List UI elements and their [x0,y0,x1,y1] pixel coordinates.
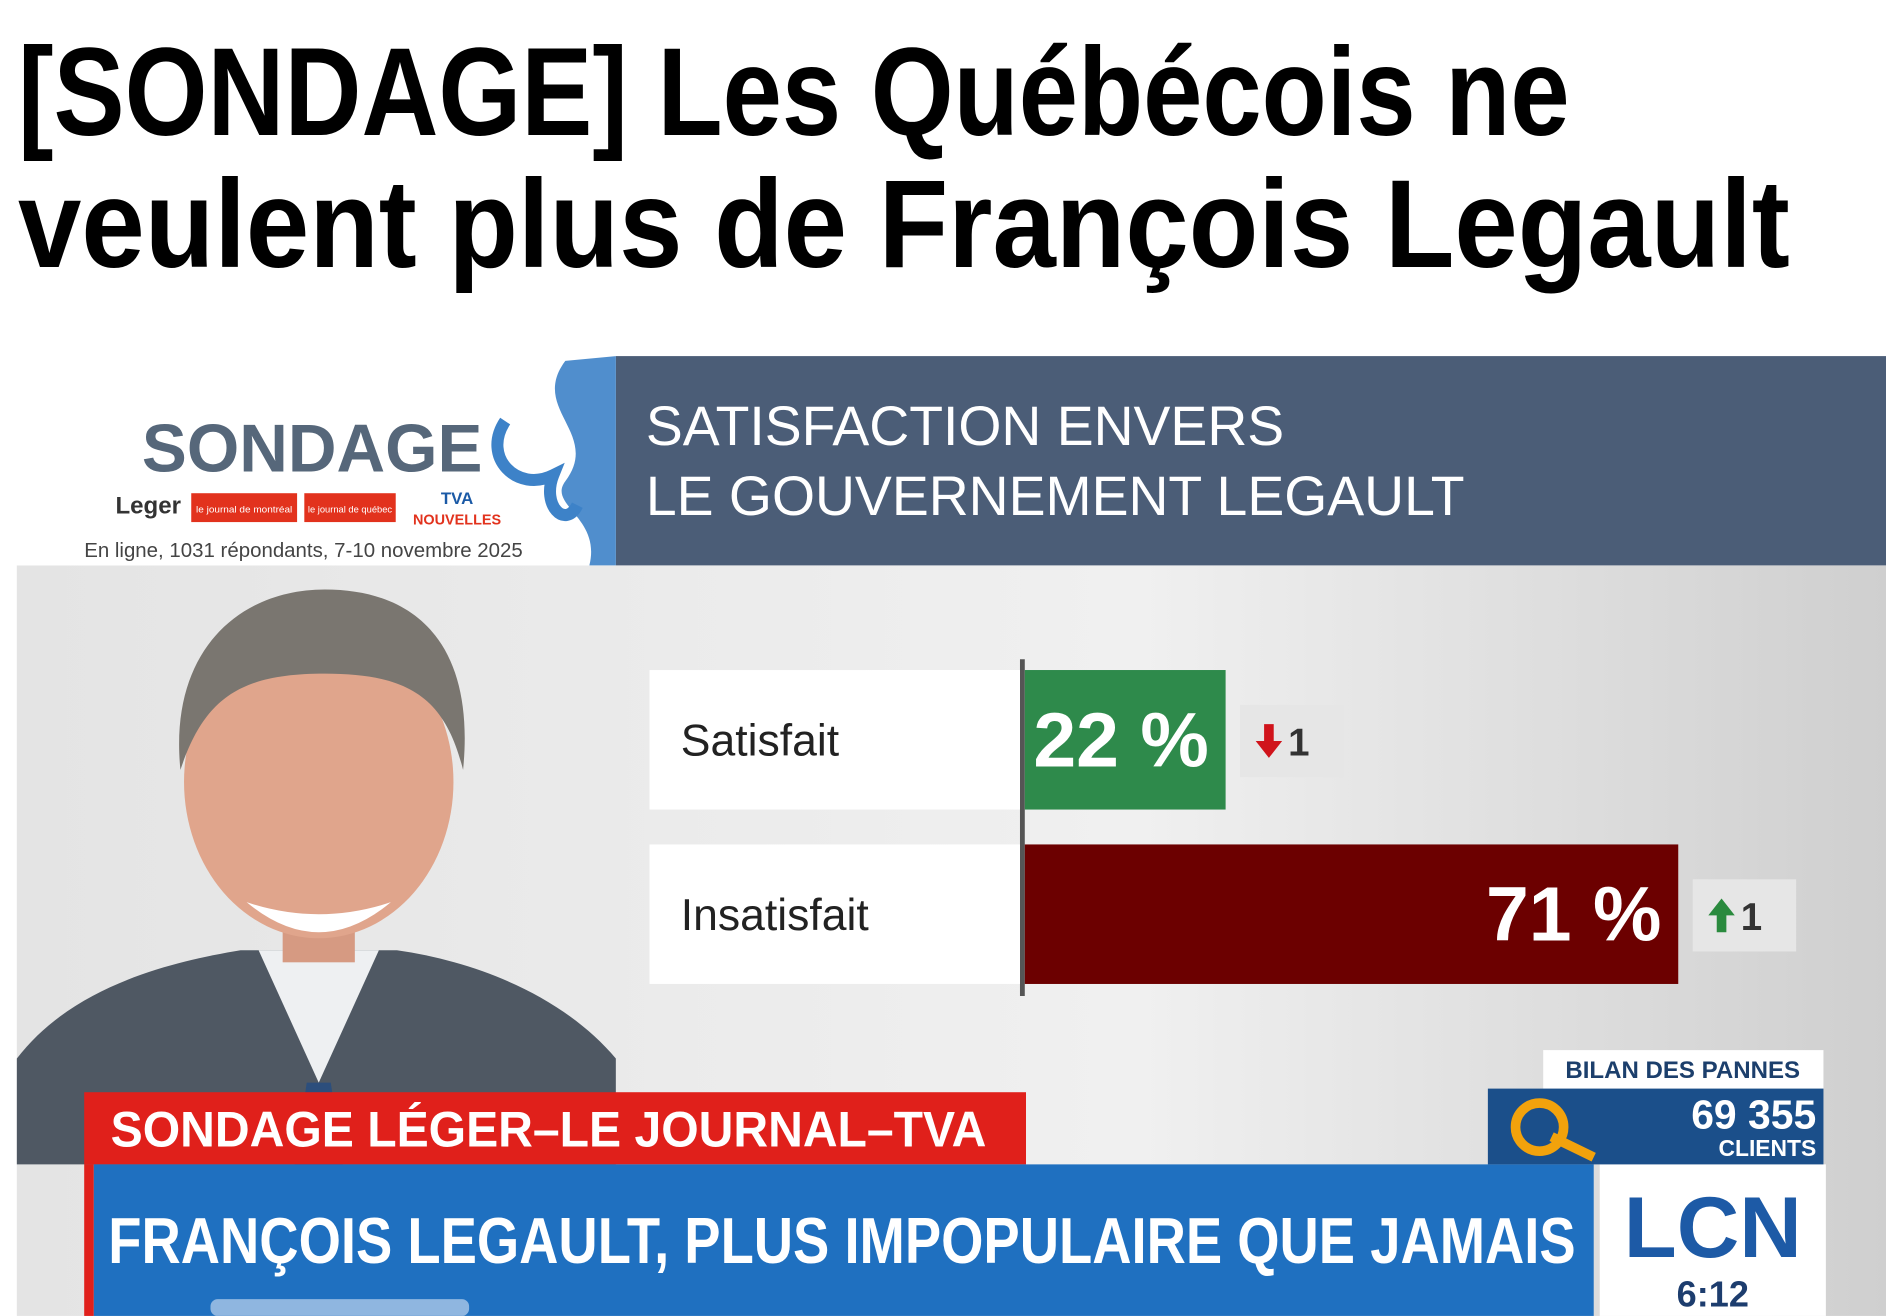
bar [1024,670,1226,810]
value-label: 71 % [1486,872,1661,958]
banner-stripe [84,1164,94,1316]
headline-line: [SONDAGE] Les Québécois ne [18,22,1570,162]
brand: le journal de montréal [196,504,292,515]
chart-title: SATISFACTION ENVERS [646,395,1284,457]
chart-header [615,356,1886,566]
category-label: Insatisfait [681,891,870,940]
brand: TVA [441,489,473,508]
hydro-logo [1510,1098,1569,1156]
chart-title: LE GOUVERNEMENT LEGAULT [646,465,1465,527]
category-box [649,844,1020,984]
category-box [649,670,1020,810]
banner-text: SONDAGE LÉGER–LE JOURNAL–TVA [111,1100,987,1157]
value-label: 22 % [1033,697,1208,783]
headline-bar [93,1164,1594,1316]
button[interactable] [210,1299,470,1316]
poll-note: En ligne, 1031 répondants, 7-10 novembre… [84,539,523,562]
headline-line: veulent plus de François Legault [18,154,1790,294]
fleur-de-lis [554,356,616,566]
clock: 6:12 [1677,1273,1749,1314]
channel-box [1599,1164,1826,1316]
change-arrow [1708,898,1735,933]
change-label: 1 [1741,896,1762,939]
poll-panel [16,356,616,566]
brand: NOUVELLES [413,512,502,528]
outage-title: BILAN DES PANNES [1565,1057,1800,1084]
brand: le journal de québec [308,504,392,515]
ticker-headline: FRANÇOIS LEGAULT, PLUS IMPOPULAIRE QUE J… [108,1204,1575,1277]
category-label: Satisfait [681,716,840,765]
fleur-de-lis [491,417,583,521]
brand-box [304,493,396,523]
change-label: 1 [1288,721,1309,764]
hydro-logo [1549,1132,1596,1162]
channel-logo: LCN [1624,1180,1802,1276]
change-arrow [1255,724,1283,758]
brand: Leger [115,493,180,520]
outage-title-box [1543,1050,1824,1089]
bar [1024,844,1679,984]
brand-box [191,493,298,523]
banner [84,1092,1026,1165]
poll-title: SONDAGE [142,412,483,487]
outage-unit: CLIENTS [1719,1135,1817,1161]
outage-count: 69 355 [1691,1091,1816,1137]
